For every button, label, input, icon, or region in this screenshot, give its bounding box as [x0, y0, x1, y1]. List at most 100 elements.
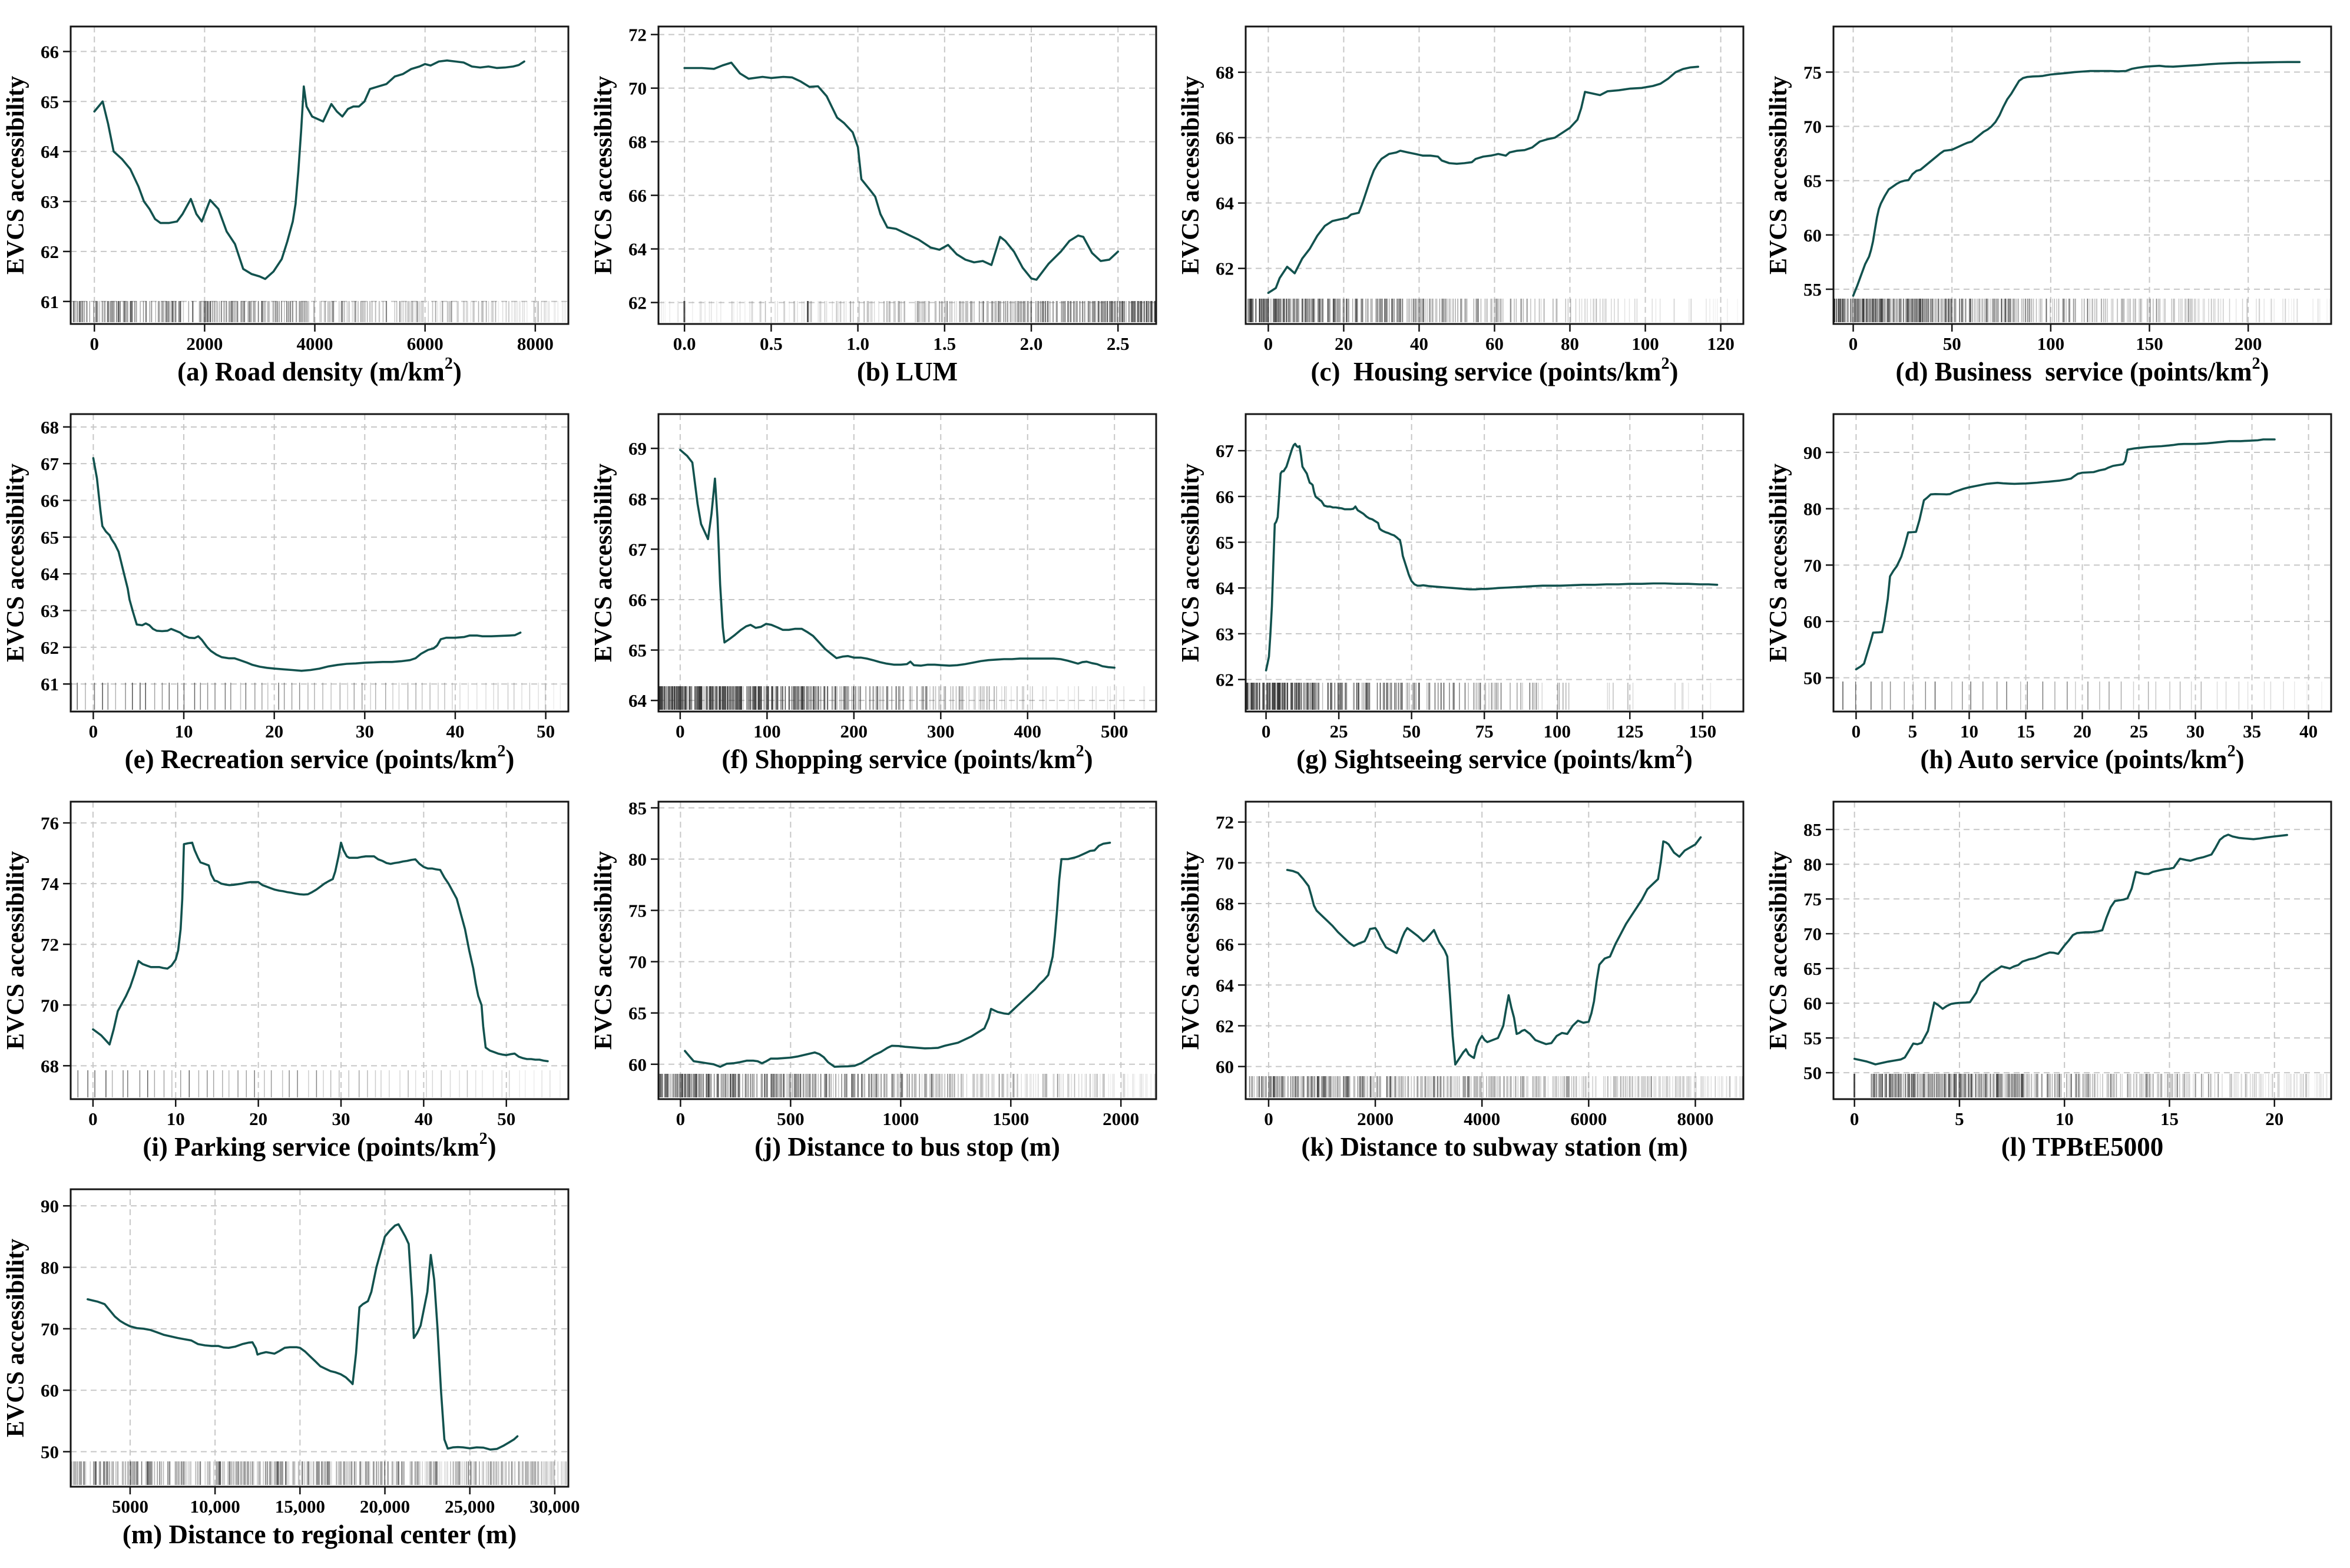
y-tick-label: 50	[41, 1442, 59, 1463]
y-tick-label: 66	[41, 491, 59, 511]
x-axis-caption: (d) Business service (points/km2)	[1895, 355, 2269, 386]
x-tick-label: 100	[753, 721, 781, 742]
y-axis-label: EVCS accessibility	[1177, 76, 1204, 274]
y-tick-label: 74	[41, 874, 59, 894]
x-tick-label: 15,000	[275, 1496, 325, 1517]
x-tick-label: 80	[1561, 333, 1579, 354]
x-tick-label: 6000	[1570, 1109, 1607, 1129]
gridlines	[1246, 414, 1743, 712]
y-tick-label: 65	[1803, 958, 1822, 979]
y-tick-label: 50	[1803, 668, 1822, 689]
rug-plot	[660, 301, 1156, 322]
subplot-e: 0 10 20 30 40 50 61 62 63 64 65 66 67 68 EVCS accessib…	[0, 388, 587, 793]
y-tick-label: 64	[41, 141, 59, 162]
y-tick-label: 75	[628, 901, 647, 921]
x-tick-label: 0	[1264, 1109, 1273, 1129]
y-tick-label: 80	[1803, 499, 1822, 520]
y-tick-label: 63	[41, 601, 59, 621]
x-tick-label: 0	[676, 721, 685, 742]
y-tick-label: 65	[41, 91, 59, 112]
subplot-canvas-i: 0 10 20 30 40 50 68 70 72 74 76 EVCS accessibility (…	[2, 800, 570, 1162]
y-axis-label: EVCS accessibility	[1177, 851, 1204, 1050]
pdp-line	[1265, 442, 1719, 671]
y-tick-label: 72	[41, 934, 59, 955]
y-tick-label: 64	[628, 239, 647, 260]
tick-marks	[1825, 451, 2309, 719]
y-tick-label: 70	[628, 78, 647, 99]
y-tick-label: 62	[628, 293, 647, 313]
y-tick-label: 90	[41, 1196, 59, 1216]
y-tick-label: 67	[1216, 441, 1234, 461]
x-tick-label: 400	[1014, 721, 1041, 742]
y-tick-label: 60	[628, 1054, 647, 1075]
x-tick-label: 50	[1942, 333, 1961, 354]
pdp-line	[678, 449, 1116, 669]
x-axis-caption: (g) Sightseeing service (points/km2)	[1296, 742, 1693, 774]
y-tick-label: 60	[1803, 611, 1822, 632]
subplot-canvas-g: 0 25 50 75 100 125 150 62 63 64 65 66 67 EVCS accessi…	[1177, 413, 1745, 774]
subplot-d: 0 50 100 150 200 55 60 65 70 75 EVCS accessibility…	[1763, 0, 2350, 405]
y-tick-label: 66	[1216, 128, 1234, 148]
rug-plot	[1247, 299, 1744, 322]
x-tick-label: 20	[2073, 721, 2091, 742]
pdp-line	[1855, 438, 2276, 671]
y-tick-label: 70	[628, 952, 647, 972]
x-tick-label: 0	[1262, 721, 1271, 742]
x-tick-label: 10	[2055, 1109, 2073, 1129]
y-tick-label: 70	[41, 1319, 59, 1339]
x-tick-label: 0	[88, 1109, 98, 1129]
y-tick-label: 64	[41, 564, 59, 584]
subplot-canvas-e: 0 10 20 30 40 50 61 62 63 64 65 66 67 68 EVCS accessib…	[2, 413, 570, 774]
x-tick-label: 5000	[112, 1496, 148, 1517]
x-tick-label: 25,000	[445, 1496, 495, 1517]
x-tick-label: 125	[1616, 721, 1644, 742]
x-tick-label: 100	[2037, 333, 2064, 354]
subplot-canvas-j: 0 500 1000 1500 2000 60 65 70 75 80 85 EVCS accessi…	[590, 798, 1157, 1162]
x-axis-caption: (a) Road density (m/km2)	[177, 355, 462, 386]
x-tick-label: 100	[1631, 333, 1659, 354]
x-tick-label: 0	[676, 1109, 685, 1129]
x-tick-label: 0.0	[673, 333, 696, 354]
y-tick-label: 65	[628, 1003, 647, 1024]
x-tick-label: 0	[1264, 333, 1273, 354]
y-tick-label: 65	[1803, 171, 1822, 191]
x-tick-label: 40	[1410, 333, 1428, 354]
plot-border	[1832, 25, 2332, 325]
x-axis-caption: (j) Distance to bus stop (m)	[754, 1132, 1060, 1162]
rug-plot	[70, 1070, 569, 1097]
gridlines	[1833, 27, 2331, 324]
y-tick-label: 50	[1803, 1063, 1822, 1083]
x-tick-label: 10	[167, 1109, 185, 1129]
rug-plot	[71, 683, 569, 710]
x-tick-label: 120	[1707, 333, 1735, 354]
x-tick-label: 4000	[1464, 1109, 1500, 1129]
subplot-canvas-h: 0 5 10 15 20 25 30 35 40 50 60 70 80 90 EVCS accessibi…	[1765, 413, 2332, 774]
x-tick-label: 20,000	[360, 1496, 410, 1517]
y-tick-label: 62	[1216, 1015, 1234, 1036]
y-axis-label: EVCS accessibility	[2, 1239, 29, 1437]
y-tick-label: 63	[1216, 624, 1234, 644]
y-tick-label: 68	[41, 417, 59, 438]
rug-plot	[72, 301, 566, 322]
y-tick-label: 72	[1216, 812, 1234, 833]
y-tick-label: 72	[628, 25, 647, 45]
y-tick-label: 62	[1216, 670, 1234, 690]
y-tick-label: 70	[1803, 924, 1822, 944]
plot-border	[1244, 413, 1745, 713]
subplot-canvas-a: 0 2000 4000 6000 8000 61 62 63 64 65 66 EVCS access…	[2, 25, 570, 386]
x-tick-label: 0	[90, 333, 99, 354]
subplot-canvas-f: 0 100 200 300 400 500 64 65 66 67 68 69 EVCS accessi…	[590, 413, 1157, 774]
y-axis-label: EVCS accessibility	[590, 851, 617, 1050]
gridlines	[71, 1189, 568, 1487]
y-axis-label: EVCS accessibility	[1177, 464, 1204, 662]
subplot-c: 0 20 40 60 80 100 120 62 64 66 68 EVCS accessibilit…	[1175, 0, 1762, 405]
x-tick-label: 6000	[407, 333, 443, 354]
y-tick-label: 69	[628, 438, 647, 459]
y-tick-label: 60	[1803, 993, 1822, 1014]
y-tick-label: 70	[1803, 117, 1822, 137]
x-tick-label: 25	[1330, 721, 1348, 742]
x-tick-label: 20	[2265, 1109, 2283, 1129]
x-tick-label: 0	[1851, 721, 1861, 742]
y-tick-label: 68	[628, 132, 647, 153]
